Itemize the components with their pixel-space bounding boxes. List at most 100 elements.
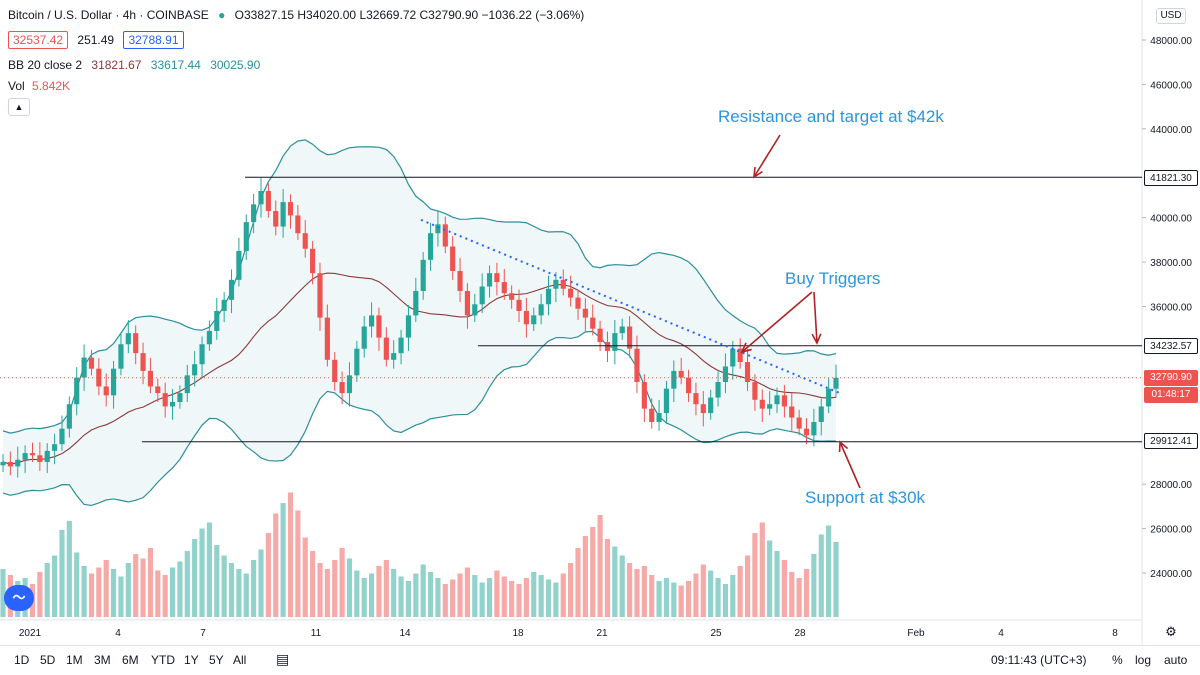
bb-middle-line: [2, 272, 837, 465]
volume-bar: [590, 527, 596, 617]
volume-bar: [398, 576, 404, 617]
volume-bar: [708, 570, 714, 617]
volume-bar: [295, 510, 301, 617]
candle-body: [125, 333, 131, 345]
candle-body: [435, 224, 441, 234]
candle-body: [44, 450, 50, 462]
candle-body: [192, 364, 198, 376]
range-5y-button[interactable]: 5Y: [209, 653, 224, 667]
candle-body: [258, 191, 264, 205]
volume-bar: [833, 542, 839, 617]
volume-bar: [685, 581, 692, 617]
bb-upper-value: 33617.44: [150, 58, 201, 72]
x-tick-label: 8: [1112, 628, 1118, 639]
volume-bar: [789, 572, 795, 617]
range-5d-button[interactable]: 5D: [40, 653, 56, 667]
volume-bar: [715, 578, 721, 617]
log-toggle[interactable]: log: [1135, 653, 1152, 667]
volume-bar: [442, 584, 448, 617]
volume-bar: [96, 567, 102, 617]
support-arrow-head: [838, 440, 849, 453]
candle-body: [472, 304, 478, 316]
buy-trigger-arrow-right: [813, 291, 818, 344]
candle-body: [516, 299, 522, 311]
bid-price[interactable]: 32537.42: [8, 31, 69, 49]
support-arrow: [839, 441, 861, 489]
volume-bar: [74, 552, 80, 617]
range-3m-button[interactable]: 3M: [94, 653, 111, 667]
x-tick-label: 21: [596, 628, 608, 639]
candle-body: [376, 315, 382, 338]
bb-legend[interactable]: BB 20 close 2 31821.67 33617.44 30025.90: [8, 58, 260, 72]
volume-bar: [781, 560, 787, 617]
volume-bar: [545, 579, 552, 617]
percent-toggle[interactable]: %: [1112, 653, 1123, 667]
candle-body: [464, 290, 470, 316]
candle-body: [361, 326, 367, 349]
range-1y-button[interactable]: 1Y: [184, 653, 199, 667]
candle-body: [597, 328, 603, 343]
candle-body: [206, 330, 212, 345]
candle-body: [346, 375, 353, 394]
volume-bar: [472, 575, 478, 617]
volume-bar: [133, 554, 139, 617]
vol-label: Vol: [8, 79, 25, 93]
candle-body: [287, 202, 294, 216]
volume-bar: [538, 575, 544, 617]
x-tick-label: 4: [998, 628, 1004, 639]
candle-body: [295, 215, 301, 234]
buy-trigger-arrow-right-head: [811, 333, 822, 345]
bar-countdown: 01:48:17: [1144, 387, 1198, 403]
x-tick-label: Feb: [907, 628, 925, 639]
volume-bar: [818, 534, 824, 617]
range-1d-button[interactable]: 1D: [14, 653, 30, 667]
clock-readout[interactable]: 09:11:43 (UTC+3): [991, 653, 1087, 667]
y-tick-label: 44000.00: [1150, 125, 1192, 136]
volume-bar: [81, 566, 87, 617]
volume-bar: [752, 533, 758, 617]
volume-bar: [44, 563, 50, 617]
y-tick-label: 48000.00: [1150, 36, 1192, 47]
range-all-button[interactable]: All: [233, 653, 247, 667]
x-tick-label: 4: [115, 628, 121, 639]
range-ytd-button[interactable]: YTD: [151, 653, 175, 667]
candle-body: [214, 310, 220, 331]
candle-body: [22, 453, 28, 460]
range-6m-button[interactable]: 6M: [122, 653, 139, 667]
collapse-legend-button[interactable]: ▲: [8, 98, 30, 116]
volume-bar: [383, 560, 389, 617]
candle-body: [228, 279, 235, 300]
volume-bar: [457, 573, 463, 617]
candle-body: [759, 399, 765, 409]
y-tick-label: 28000.00: [1150, 480, 1192, 491]
candle-body: [523, 310, 529, 325]
volume-bar: [479, 582, 485, 617]
volume-bar: [0, 569, 6, 617]
candle-body: [744, 362, 751, 383]
candle-body: [413, 290, 419, 316]
range-1m-button[interactable]: 1M: [66, 653, 83, 667]
candle-body: [29, 453, 36, 456]
volume-bar: [663, 578, 670, 617]
candle-body: [147, 370, 154, 387]
date-range-icon[interactable]: ▤: [276, 651, 290, 667]
candle-body: [15, 459, 21, 467]
candle-body: [678, 370, 684, 378]
volume-bar: [228, 563, 235, 617]
auto-toggle[interactable]: auto: [1164, 653, 1188, 667]
symbol-title[interactable]: Bitcoin / U.S. Dollar · 4h · COINBASE: [8, 8, 209, 22]
volume-bar: [627, 563, 633, 617]
vol-legend[interactable]: Vol 5.842K: [8, 79, 70, 93]
candle-body: [59, 428, 65, 445]
price-chart[interactable]: 48000.00 46000.00 44000.00 40000.00 38000.00…: [0, 0, 1200, 645]
bb-lower-line: [2, 330, 837, 507]
ask-price[interactable]: 32788.91: [123, 31, 184, 49]
volume-bar: [501, 576, 507, 617]
candle-body: [236, 250, 242, 280]
volume-bar: [730, 575, 736, 617]
candle-body: [140, 353, 146, 371]
volume-bar: [811, 554, 817, 617]
currency-label[interactable]: USD: [1156, 8, 1186, 24]
volume-bar: [774, 551, 780, 617]
volume-bar: [37, 572, 43, 617]
